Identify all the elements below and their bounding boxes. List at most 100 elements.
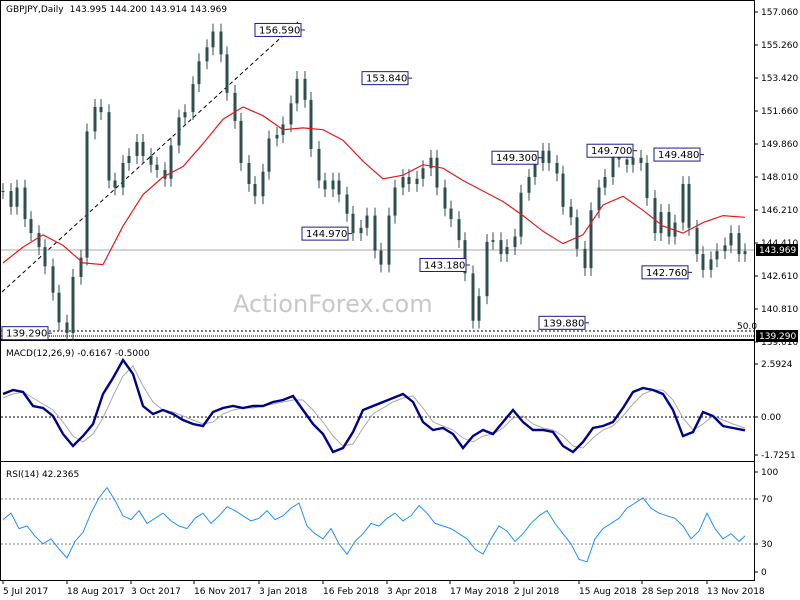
candle-body bbox=[289, 103, 293, 125]
candle-body bbox=[415, 178, 419, 185]
x-tick-label: 17 May 2018 bbox=[450, 587, 509, 597]
candle-body bbox=[659, 212, 663, 234]
candle-body bbox=[555, 162, 559, 174]
price-label-text: 144.970 bbox=[306, 229, 347, 240]
candle-body bbox=[491, 240, 495, 242]
candle-body bbox=[737, 233, 741, 255]
macd-group bbox=[2, 357, 746, 454]
candle-body bbox=[429, 157, 433, 169]
candle-body bbox=[233, 92, 237, 121]
candle-body bbox=[71, 276, 75, 333]
candle-body bbox=[169, 145, 173, 179]
price-title: GBPJPY,Daily 143.995 144.200 143.914 143.… bbox=[6, 5, 227, 15]
candle-body bbox=[449, 208, 453, 220]
candle-body bbox=[351, 213, 355, 234]
instrument-title: GBPJPY,Daily bbox=[6, 5, 64, 15]
candle-body bbox=[93, 106, 97, 132]
candle-body bbox=[387, 215, 391, 265]
price-label-box: 142.760 bbox=[641, 265, 692, 280]
x-tick-label: 15 Aug 2018 bbox=[579, 587, 637, 597]
last-price-text: 143.969 bbox=[759, 246, 796, 256]
candle-body bbox=[149, 155, 153, 165]
macd-panel-frame bbox=[0, 340, 755, 462]
price-label-box: 149.700 bbox=[586, 143, 637, 158]
y-axis-labels: 157.060 155.260 153.420 151.660 149.860 148.0… bbox=[754, 8, 798, 578]
candle-body bbox=[29, 219, 33, 234]
y-tick-label: 148.010 bbox=[761, 173, 798, 183]
candle-body bbox=[261, 171, 265, 197]
y-tick-label: 155.260 bbox=[761, 41, 798, 51]
candle-body bbox=[569, 206, 573, 218]
candle-body bbox=[275, 134, 279, 139]
candle-body bbox=[1, 191, 5, 193]
candle-body bbox=[323, 180, 327, 190]
y-tick-label: 0.00 bbox=[761, 413, 781, 423]
x-tick-label: 16 Nov 2017 bbox=[194, 587, 252, 597]
candle-body bbox=[743, 251, 747, 255]
candle-body bbox=[709, 259, 713, 270]
x-axis-labels: 5 Jul 2017 18 Aug 2017 3 Oct 2017 16 Nov 20… bbox=[2, 580, 765, 597]
candle-body bbox=[533, 162, 537, 177]
sma-line bbox=[2, 106, 746, 266]
candle-body bbox=[113, 180, 117, 188]
candle-body bbox=[183, 112, 187, 118]
candle-body bbox=[37, 233, 41, 248]
candle-body bbox=[631, 157, 635, 165]
candle-body bbox=[135, 141, 139, 156]
candle-body bbox=[701, 254, 705, 270]
candle-body bbox=[645, 162, 649, 199]
x-tick-label: 3 Apr 2018 bbox=[387, 587, 437, 597]
candle-body bbox=[9, 191, 13, 207]
candles-group bbox=[1, 23, 747, 341]
candle-body bbox=[247, 162, 251, 185]
candle-body bbox=[443, 187, 447, 209]
candle-body bbox=[589, 210, 593, 269]
candle-body bbox=[163, 169, 167, 179]
candle-body bbox=[611, 154, 615, 177]
candle-body bbox=[485, 241, 489, 297]
y-tick-label: 139.010 bbox=[761, 338, 798, 348]
candle-body bbox=[309, 99, 313, 149]
price-label-text: 149.700 bbox=[591, 146, 632, 157]
y-tick-label: 153.420 bbox=[761, 74, 798, 84]
candle-body bbox=[225, 54, 229, 93]
candle-body bbox=[407, 177, 411, 185]
candle-body bbox=[303, 78, 307, 100]
rsi-title: RSI(14) 42.2365 bbox=[6, 470, 79, 480]
x-tick-label: 2 Jul 2018 bbox=[514, 587, 559, 597]
candle-body bbox=[667, 212, 671, 237]
candle-body bbox=[337, 180, 341, 195]
candle-body bbox=[65, 322, 69, 333]
price-label-box: 156.590 bbox=[254, 22, 305, 37]
price-panel-frame bbox=[0, 0, 755, 340]
candle-body bbox=[85, 131, 89, 258]
candle-body bbox=[625, 159, 629, 165]
candle-body bbox=[673, 222, 677, 237]
x-tick-label: 3 Oct 2017 bbox=[131, 587, 181, 597]
price-label-box: 153.840 bbox=[361, 71, 412, 86]
candle-body bbox=[421, 168, 425, 179]
candle-body bbox=[239, 120, 243, 163]
y-tick-label: 140.810 bbox=[761, 305, 798, 315]
candle-body bbox=[477, 296, 481, 321]
x-tick-label: 3 Jan 2018 bbox=[259, 587, 307, 597]
candle-body bbox=[723, 245, 727, 252]
x-tick-label: 16 Feb 2018 bbox=[323, 587, 379, 597]
y-tick-label: -1.7251 bbox=[761, 451, 796, 461]
candle-body bbox=[435, 157, 439, 188]
candle-body bbox=[379, 250, 383, 265]
candle-body bbox=[141, 141, 145, 156]
candle-body bbox=[127, 155, 131, 163]
candle-body bbox=[191, 84, 195, 113]
candle-body bbox=[695, 227, 699, 255]
rsi-panel-frame bbox=[0, 461, 755, 581]
candle-body bbox=[43, 247, 47, 267]
price-annotations: 139.290 156.590 144.970 153.840 143.180 149.3… bbox=[1, 22, 704, 341]
candle-body bbox=[267, 138, 271, 172]
candle-body bbox=[527, 177, 531, 193]
price-label-box: 149.480 bbox=[653, 147, 704, 162]
candle-body bbox=[23, 187, 27, 220]
candle-body bbox=[345, 194, 349, 214]
candle-body bbox=[401, 177, 405, 188]
last-price-marker: 143.969 bbox=[756, 244, 798, 256]
